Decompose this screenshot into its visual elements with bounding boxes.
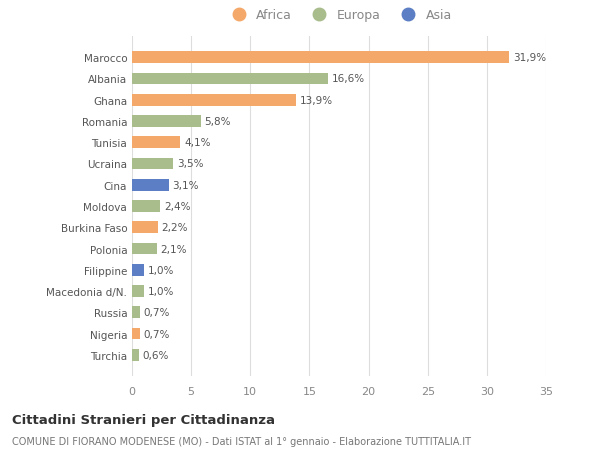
Text: 3,1%: 3,1% [172,180,199,190]
Text: Cittadini Stranieri per Cittadinanza: Cittadini Stranieri per Cittadinanza [12,413,275,426]
Text: 2,2%: 2,2% [161,223,188,233]
Text: 5,8%: 5,8% [204,117,230,127]
Bar [132,328,140,340]
Bar [132,285,144,297]
Bar [132,201,160,213]
Text: 13,9%: 13,9% [300,95,333,106]
Text: 2,1%: 2,1% [160,244,187,254]
Bar [132,52,509,64]
Text: 1,0%: 1,0% [148,265,174,275]
Text: 0,7%: 0,7% [144,329,170,339]
Text: 2,4%: 2,4% [164,202,190,212]
Text: 0,6%: 0,6% [143,350,169,360]
Legend: Africa, Europa, Asia: Africa, Europa, Asia [226,9,452,22]
Bar [132,179,169,191]
Text: 0,7%: 0,7% [144,308,170,318]
Bar [132,222,158,234]
Bar [132,73,328,85]
Bar [132,243,157,255]
Text: 31,9%: 31,9% [513,53,546,63]
Bar [132,137,181,149]
Bar [132,158,173,170]
Bar [132,264,144,276]
Text: 3,5%: 3,5% [177,159,203,169]
Text: 1,0%: 1,0% [148,286,174,297]
Bar [132,116,200,128]
Bar [132,349,139,361]
Text: COMUNE DI FIORANO MODENESE (MO) - Dati ISTAT al 1° gennaio - Elaborazione TUTTIT: COMUNE DI FIORANO MODENESE (MO) - Dati I… [12,436,471,446]
Bar [132,307,140,319]
Bar [132,95,296,106]
Text: 4,1%: 4,1% [184,138,211,148]
Text: 16,6%: 16,6% [332,74,365,84]
